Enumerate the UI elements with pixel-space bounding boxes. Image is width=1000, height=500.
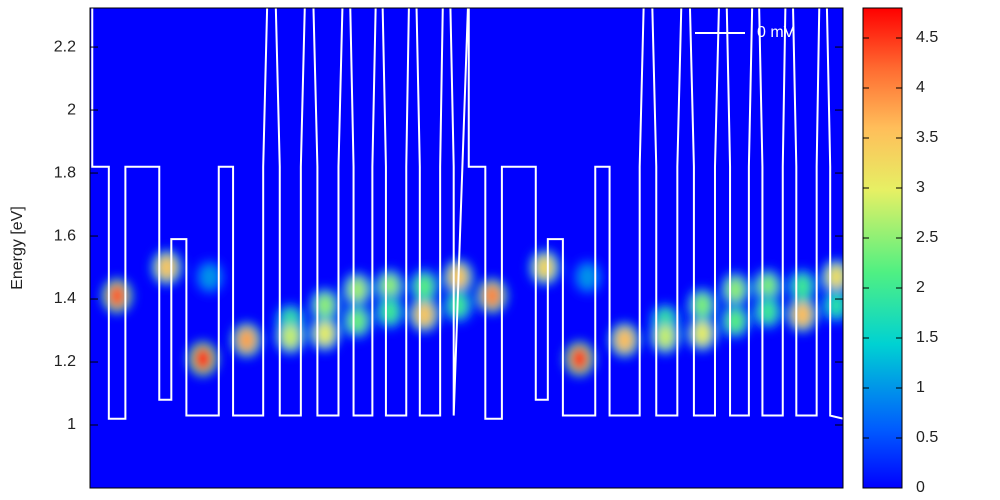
y-axis-label: Energy [eV]: [9, 206, 26, 290]
plot-area: [90, 8, 843, 488]
y-tick-label: 1.8: [54, 164, 76, 181]
heatmap-spot: [108, 283, 127, 308]
colorbar-tick-label: 3.5: [916, 129, 938, 146]
y-tick-label: 1.4: [54, 290, 76, 307]
heatmap-spot: [793, 302, 812, 327]
heatmap-spot: [315, 321, 334, 346]
heatmap-spot: [726, 309, 745, 334]
heatmap-spot: [193, 346, 212, 371]
heatmap-spot: [415, 302, 434, 327]
colorbar-tick-label: 3: [916, 179, 925, 196]
y-tick-label: 1.6: [54, 227, 76, 244]
heatmap-spot: [758, 299, 777, 324]
heatmap-spot: [726, 277, 745, 302]
heatmap-spot: [693, 321, 712, 346]
heatmap-spot: [157, 255, 176, 280]
heatmap-spot: [656, 324, 675, 349]
colorbar-tick-label: 0.5: [916, 429, 938, 446]
heatmap-spot: [615, 327, 634, 352]
heatmap-spot: [793, 274, 812, 299]
heatmap-spot: [578, 264, 597, 289]
y-tick-label: 1.2: [54, 353, 76, 370]
heatmap-spot: [200, 264, 219, 289]
heatmap-spot: [415, 274, 434, 299]
y-tick-label: 2.2: [54, 38, 76, 55]
colorbar-tick-label: 0: [916, 479, 925, 496]
heatmap-spot: [315, 293, 334, 318]
legend-label: 0 mV: [757, 24, 795, 41]
plot-border: [89, 7, 844, 489]
y-tick-label: 1: [67, 416, 76, 433]
heatmap-spot: [380, 299, 399, 324]
colorbar-tick-label: 4.5: [916, 29, 938, 46]
colorbar-tick-label: 2.5: [916, 229, 938, 246]
heatmap-spot: [237, 327, 256, 352]
profile-line: [91, 8, 843, 420]
heatmap-spot: [483, 283, 502, 308]
heatmap-spot: [281, 324, 300, 349]
colorbar-tick-label: 1.5: [916, 329, 938, 346]
heatmap-spot: [693, 293, 712, 318]
heatmap-spot: [348, 309, 367, 334]
colorbar-tick-label: 2: [916, 279, 925, 296]
heatmap-spot: [348, 277, 367, 302]
y-tick-label: 2: [67, 101, 76, 118]
colorbar-tick-label: 4: [916, 79, 925, 96]
heatmap-spot: [570, 346, 589, 371]
heatmap-spot: [535, 255, 554, 280]
colorbar: [862, 7, 903, 489]
colorbar-tick-label: 1: [916, 379, 925, 396]
